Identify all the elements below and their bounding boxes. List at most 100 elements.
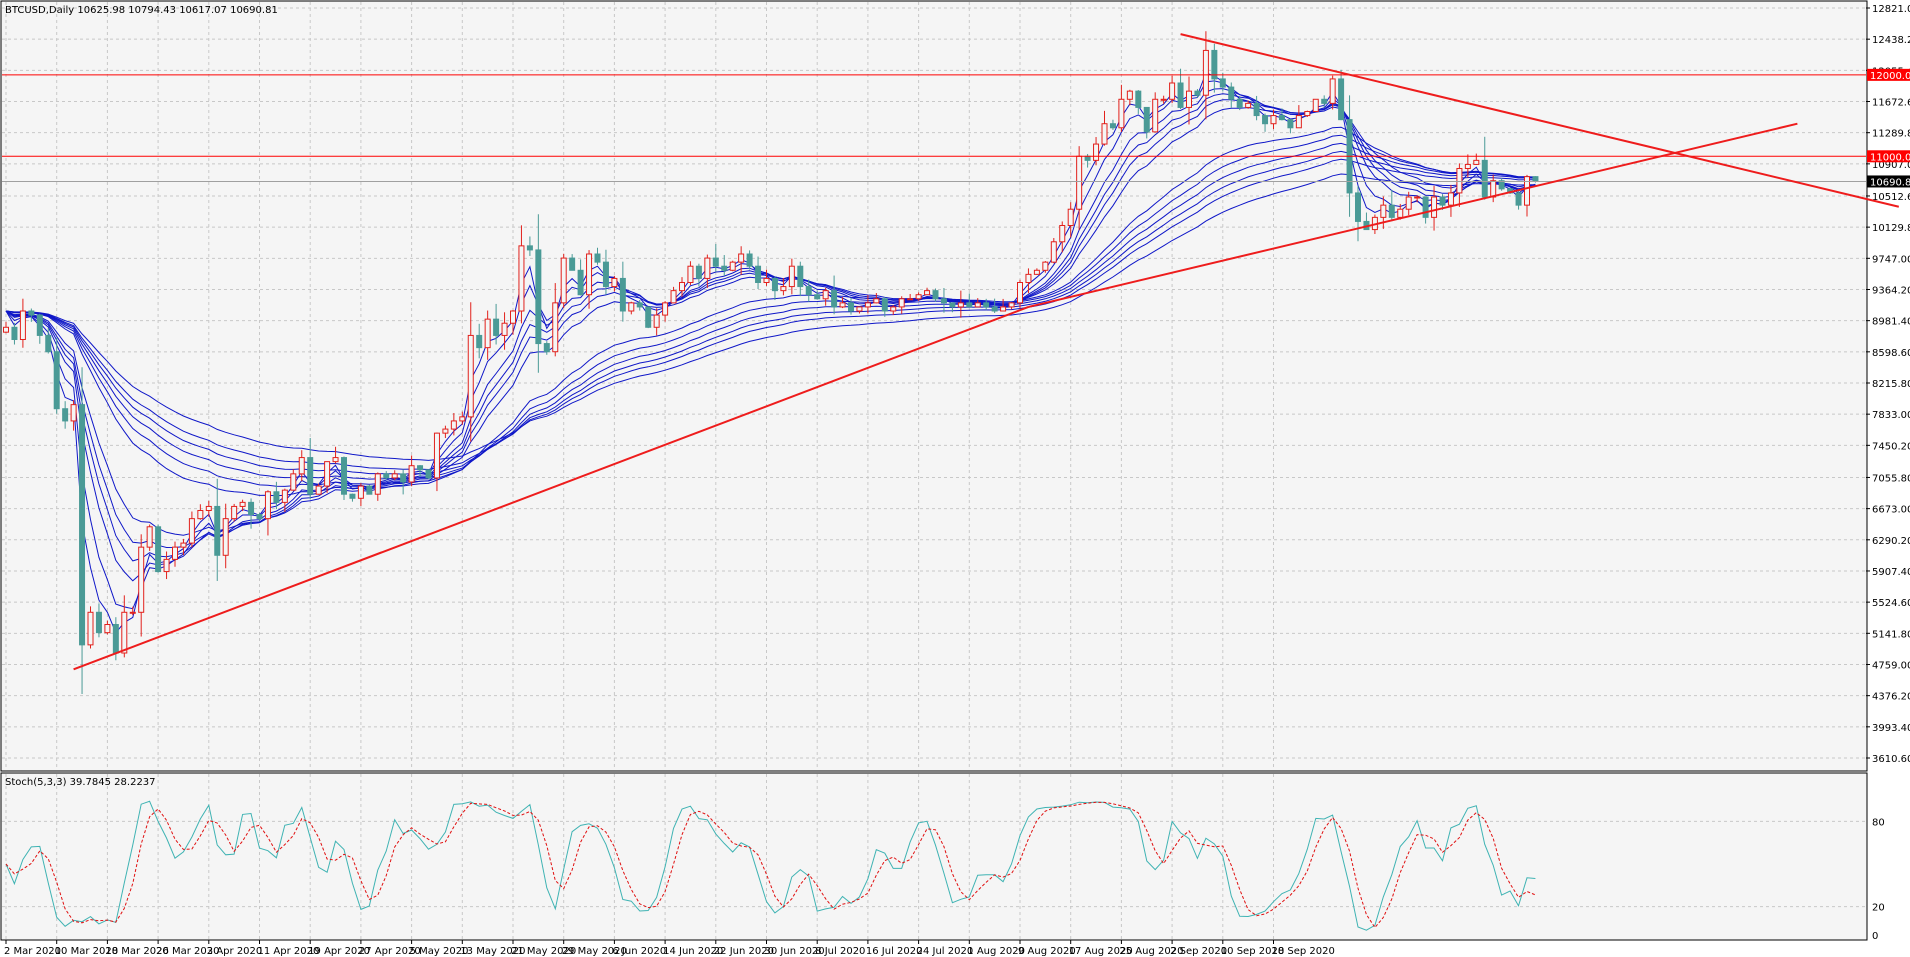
candle-body [1481,159,1488,198]
candle-body [907,298,914,301]
candle-body [1245,102,1252,108]
candle-body [146,526,153,548]
candle-body [1355,192,1361,222]
candle-body [628,302,635,312]
stochastic-pane[interactable] [0,772,1868,941]
candle-body [1397,208,1404,218]
candle-body [1431,196,1438,218]
candle-body [1017,281,1023,304]
candle-body [264,491,271,520]
candle-body [112,624,119,654]
candle-body [1109,123,1116,129]
candle-body [814,294,821,300]
x-tick-label: 10 Mar 2020 [55,946,118,957]
candle-body [1211,49,1218,80]
candle-body [408,465,415,483]
ema-line [5,158,1536,471]
candle-body [357,485,364,499]
stochastic-grid [2,774,1866,939]
candle-body [645,306,652,328]
candle-body [467,334,474,418]
candle-body [797,265,804,288]
trendline [1180,33,1900,208]
candle-body [1059,224,1066,243]
candle-body [1236,98,1243,108]
candle-body [1186,90,1192,108]
candle-body [349,493,356,499]
candle-body [991,306,998,312]
x-tick-label: 2 Sep 2020 [1170,946,1227,957]
candle-body [1135,90,1142,108]
ema-line [5,173,1536,461]
candle-body [924,290,931,296]
candle-body [771,277,778,292]
candle-body [281,489,288,503]
y-tick-label: 4759.00 [1872,660,1910,671]
candle-body [87,611,94,646]
y-tick-label: 7833.00 [1872,410,1910,421]
candle-body [932,290,939,300]
y-tick-label: 5907.40 [1872,567,1910,578]
y-tick-label: 8598.60 [1872,348,1910,359]
candle-body [433,432,440,479]
candle-body [248,501,255,516]
candle-body [1169,82,1176,100]
y-tick-label: 3993.40 [1872,723,1910,734]
candle-body [425,469,432,479]
candle-body [746,253,753,267]
candle-body [273,491,280,503]
x-tick-label: 30 Jun 2020 [765,946,825,957]
candle-body [197,510,204,520]
candle-body [704,257,711,279]
candle-body [898,298,905,308]
candle-body [983,302,990,308]
y-tick-label: 10512.60 [1872,192,1910,203]
candle-body [1524,176,1530,206]
price-grid [2,2,1866,770]
stoch-level-label: 80 [1872,817,1885,828]
candle-body [974,302,981,308]
candle-body [1515,192,1522,206]
candle-body [163,558,170,573]
candle-body [298,457,305,475]
current-price-tag [1867,175,1910,188]
candle-body [366,485,373,495]
candle-body [129,611,136,614]
price-axis[interactable]: 12821.0012438.2012055.4011672.6011289.80… [1866,4,1910,765]
candle-body [484,318,491,349]
trendline [73,305,1029,671]
candle-body [315,485,322,495]
candle-body [518,245,525,312]
ema-line [5,99,1536,549]
candle-body [45,334,52,353]
price-pane[interactable] [0,0,1868,772]
candle-body [53,351,60,410]
candle-body [1498,180,1505,190]
x-tick-label: 18 Mar 2020 [105,946,168,957]
trendlines[interactable] [73,33,1900,671]
candle-body [957,302,964,308]
candle-body [839,302,846,308]
candle-body [459,416,466,422]
candle-body [324,461,331,487]
candle-body [586,253,593,296]
y-tick-label: 7450.20 [1872,441,1910,452]
candle-body [915,294,922,300]
candle-body [780,286,787,292]
candle-body [450,420,457,430]
candle-body [341,457,347,495]
candle-body [1329,78,1336,104]
candle-body [805,286,812,296]
x-tick-label: 2 Mar 2020 [4,946,61,957]
y-tick-label: 5524.60 [1872,598,1910,609]
y-tick-label: 5141.80 [1872,629,1910,640]
candle-body [822,290,829,300]
candle-body [1405,196,1412,210]
candle-body [501,322,508,336]
candle-body [332,457,339,463]
candle-body [62,408,69,422]
candle-body [543,343,550,353]
